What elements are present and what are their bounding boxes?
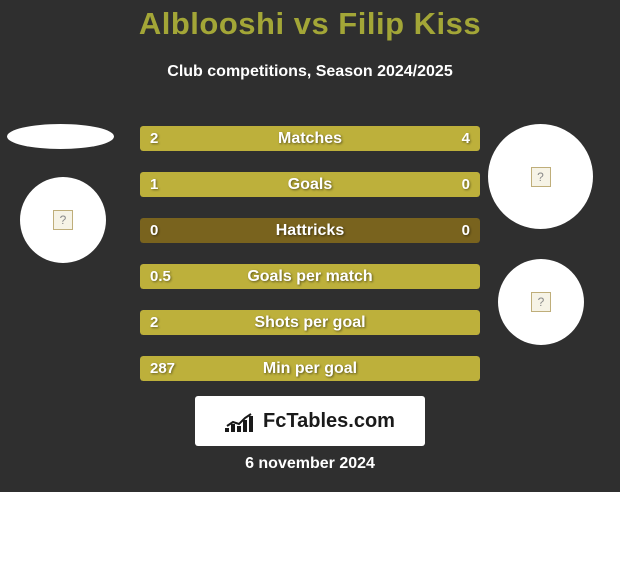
bar-track — [140, 356, 480, 381]
image-placeholder-icon: ? — [531, 292, 551, 312]
bar-left-fill — [140, 172, 400, 197]
stat-row: Shots per goal2 — [140, 310, 480, 335]
image-placeholder-icon: ? — [531, 167, 551, 187]
bar-chart-icon — [225, 410, 257, 432]
image-placeholder-icon: ? — [53, 210, 73, 230]
player-left-avatar: ? — [20, 177, 106, 263]
player-right-avatar-top: ? — [488, 124, 593, 229]
brand-text: FcTables.com — [263, 410, 395, 433]
bar-track — [140, 264, 480, 289]
bar-track — [140, 310, 480, 335]
bar-right-fill — [244, 126, 480, 151]
stat-row: Min per goal287 — [140, 356, 480, 381]
brand-logo: FcTables.com — [195, 396, 425, 446]
page-title: Alblooshi vs Filip Kiss — [0, 6, 620, 42]
comparison-bars: Matches24 Goals10 Hattricks00 Goals per mat… — [140, 126, 480, 381]
bar-track — [140, 218, 480, 243]
stat-row: Goals per match0.5 — [140, 264, 480, 289]
bar-left-fill — [140, 126, 244, 151]
decorative-ellipse — [7, 124, 114, 149]
stat-row: Matches24 — [140, 126, 480, 151]
bar-right-fill — [400, 172, 480, 197]
footer-date: 6 november 2024 — [0, 455, 620, 473]
page-subtitle: Club competitions, Season 2024/2025 — [0, 63, 620, 81]
stat-row: Goals10 — [140, 172, 480, 197]
player-right-avatar-bottom: ? — [498, 259, 584, 345]
stat-row: Hattricks00 — [140, 218, 480, 243]
